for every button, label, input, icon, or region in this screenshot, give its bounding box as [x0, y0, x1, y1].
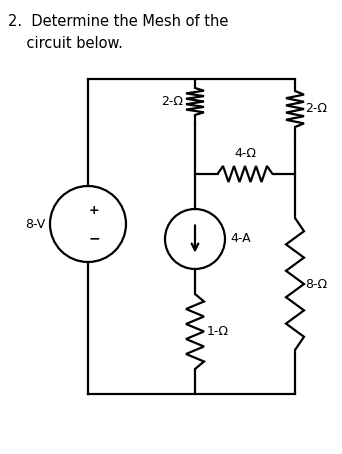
- Text: +: +: [89, 203, 99, 217]
- Text: 2-Ω: 2-Ω: [161, 95, 183, 108]
- Text: 2.  Determine the Mesh of the: 2. Determine the Mesh of the: [8, 14, 228, 29]
- Text: 4-Ω: 4-Ω: [234, 147, 256, 160]
- Text: 4-A: 4-A: [230, 232, 251, 246]
- Text: −: −: [88, 231, 100, 245]
- Text: 8-V: 8-V: [25, 217, 45, 231]
- Text: 2-Ω: 2-Ω: [305, 103, 327, 115]
- Text: circuit below.: circuit below.: [8, 36, 123, 51]
- Text: 1-Ω: 1-Ω: [207, 325, 229, 338]
- Text: 8-Ω: 8-Ω: [305, 277, 327, 291]
